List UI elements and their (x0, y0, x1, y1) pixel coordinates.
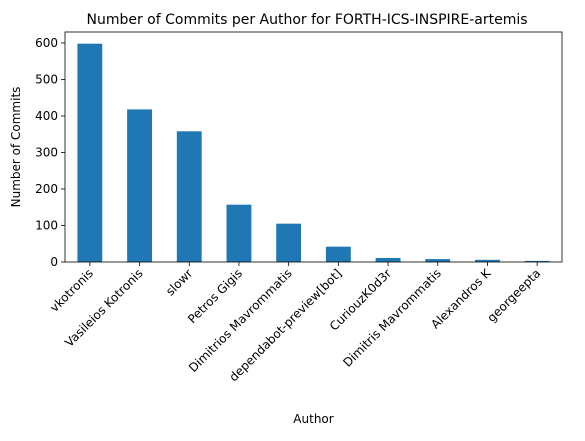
bar-4 (276, 223, 302, 262)
plot-frame (64, 31, 563, 263)
bar-0 (77, 43, 103, 263)
x-tick-label-7: Dimitris Mavrommatis (340, 266, 444, 370)
y-tick-label-0: 0 (50, 255, 58, 269)
x-axis-label: Author (293, 412, 333, 426)
bar-8 (475, 259, 500, 262)
bar-1 (127, 109, 152, 263)
y-tick-label-6: 600 (35, 36, 58, 50)
bar-7 (425, 259, 451, 262)
x-tick-label-4: Dimitrios Mavrommatis (186, 266, 295, 375)
x-tick-label-2: slowr (163, 266, 195, 298)
x-tick-label-0: vkotronis (47, 266, 96, 315)
y-tick-label-2: 200 (35, 182, 58, 196)
bar-9 (524, 260, 550, 262)
bar-3 (226, 204, 252, 262)
y-tick-label-3: 300 (35, 145, 58, 159)
bars-group (77, 43, 550, 263)
y-tick-label-4: 400 (35, 109, 58, 123)
y-axis-label: Number of Commits (9, 87, 23, 208)
chart-title: Number of Commits per Author for FORTH-I… (86, 12, 527, 28)
bar-2 (176, 131, 202, 262)
y-tick-label-1: 100 (35, 218, 58, 232)
bar-5 (325, 246, 351, 262)
x-tick-label-9: georgeepta (484, 266, 543, 325)
y-axis-ticks: 0 100 200 300 400 500 600 (35, 36, 65, 269)
y-tick-label-5: 500 (35, 72, 58, 86)
bar-6 (375, 257, 401, 262)
